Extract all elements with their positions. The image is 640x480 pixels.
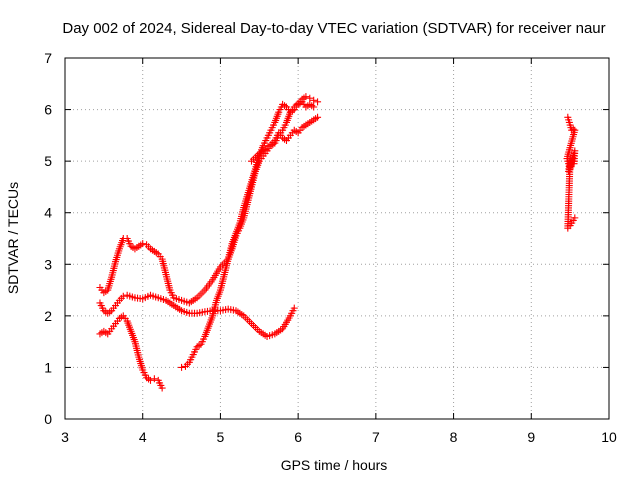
x-tick-label: 7 <box>372 429 380 445</box>
x-tick-label: 3 <box>61 429 69 445</box>
x-tick-label: 4 <box>139 429 147 445</box>
data-point <box>178 363 186 371</box>
data-point <box>150 375 158 383</box>
data-point <box>302 93 310 101</box>
data-point <box>310 103 318 111</box>
x-tick-label: 6 <box>294 429 302 445</box>
y-tick-label: 3 <box>44 256 52 272</box>
y-tick-label: 6 <box>44 102 52 118</box>
x-tick-label: 5 <box>217 429 225 445</box>
data-point <box>306 94 314 102</box>
series-track-f <box>563 113 579 232</box>
y-tick-label: 4 <box>44 205 52 221</box>
axis-ticks <box>64 57 610 420</box>
data-points <box>96 93 579 392</box>
data-point <box>290 304 298 312</box>
data-point <box>146 376 154 384</box>
plot-frame <box>64 57 610 420</box>
y-tick-labels: 0 1 2 3 4 5 6 7 <box>44 50 52 427</box>
y-tick-label: 5 <box>44 153 52 169</box>
series-track-c <box>96 312 166 392</box>
data-point <box>571 214 579 222</box>
x-axis-label: GPS time / hours <box>281 457 388 473</box>
y-axis-label: SDTVAR / TECUs <box>5 182 21 294</box>
data-point <box>139 240 147 248</box>
series-track-d <box>178 98 318 371</box>
series-track-e <box>248 113 322 165</box>
x-tick-label: 10 <box>601 429 617 445</box>
data-point <box>314 113 322 121</box>
grid <box>65 58 609 419</box>
x-tick-label: 8 <box>450 429 458 445</box>
series-track-b <box>96 291 298 340</box>
x-tick-label: 9 <box>527 429 535 445</box>
y-tick-label: 0 <box>44 411 52 427</box>
data-point <box>158 384 166 392</box>
data-point <box>119 292 127 300</box>
data-point <box>310 96 318 104</box>
chart-title: Day 002 of 2024, Sidereal Day-to-day VTE… <box>62 20 605 37</box>
y-tick-label: 1 <box>44 359 52 375</box>
x-tick-labels: 3 4 5 6 7 8 9 10 <box>61 429 617 445</box>
y-tick-label: 2 <box>44 308 52 324</box>
data-point <box>314 98 322 106</box>
y-tick-label: 7 <box>44 50 52 66</box>
